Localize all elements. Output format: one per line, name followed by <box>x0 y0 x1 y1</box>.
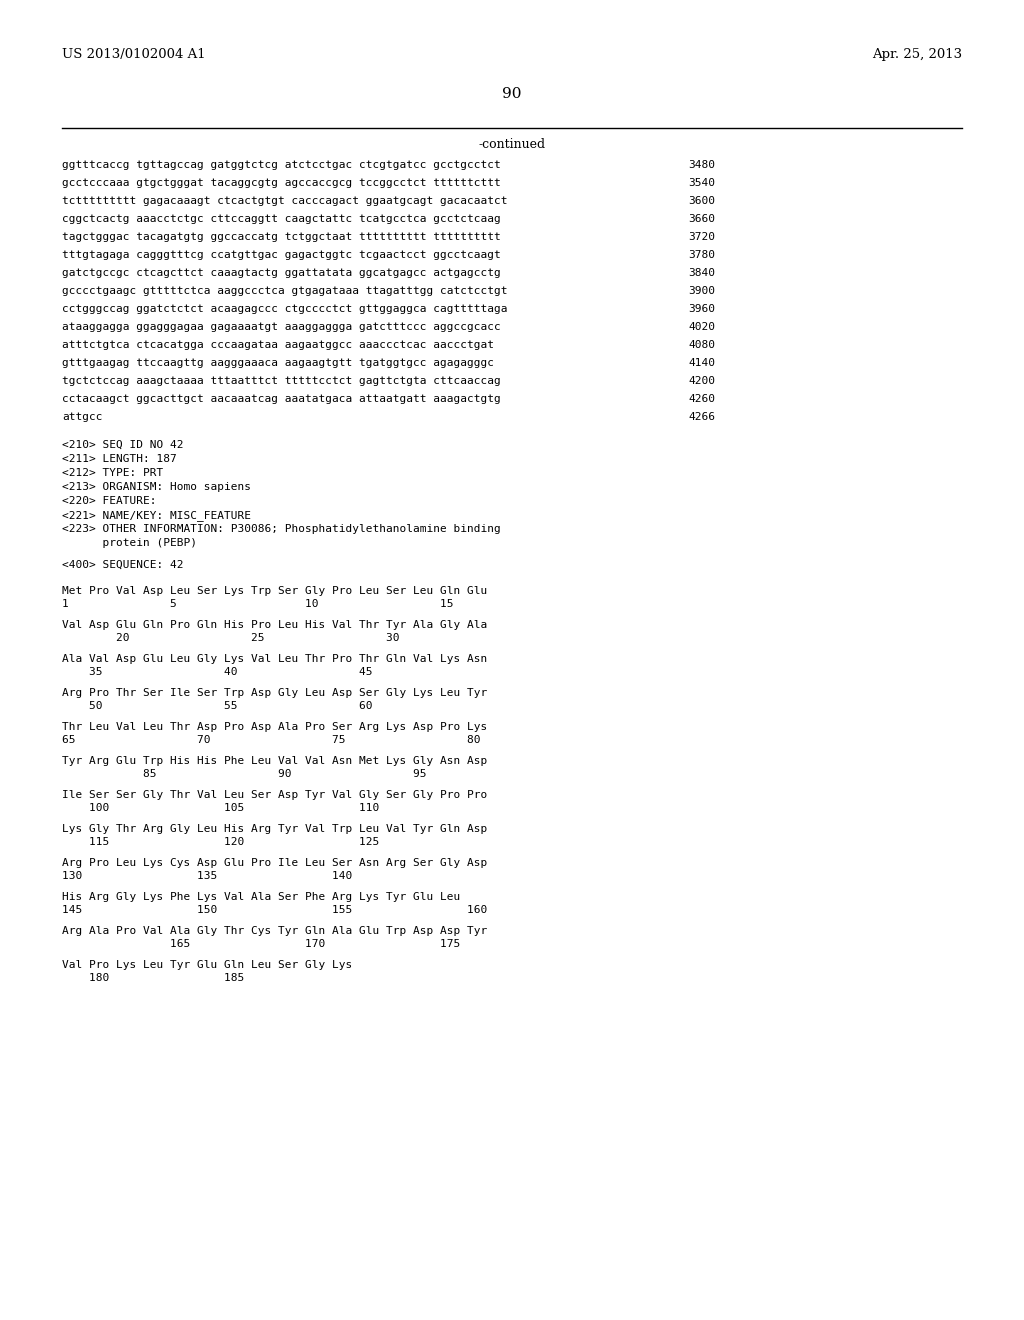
Text: 90: 90 <box>502 87 522 102</box>
Text: <221> NAME/KEY: MISC_FEATURE: <221> NAME/KEY: MISC_FEATURE <box>62 510 251 521</box>
Text: His Arg Gly Lys Phe Lys Val Ala Ser Phe Arg Lys Tyr Glu Leu: His Arg Gly Lys Phe Lys Val Ala Ser Phe … <box>62 892 460 902</box>
Text: <223> OTHER INFORMATION: P30086; Phosphatidylethanolamine binding: <223> OTHER INFORMATION: P30086; Phospha… <box>62 524 501 535</box>
Text: 3720: 3720 <box>688 232 715 242</box>
Text: tttgtagaga cagggtttcg ccatgttgac gagactggtc tcgaactcct ggcctcaagt: tttgtagaga cagggtttcg ccatgttgac gagactg… <box>62 249 501 260</box>
Text: 100                 105                 110: 100 105 110 <box>62 803 379 813</box>
Text: 130                 135                 140: 130 135 140 <box>62 871 352 880</box>
Text: Arg Pro Thr Ser Ile Ser Trp Asp Gly Leu Asp Ser Gly Lys Leu Tyr: Arg Pro Thr Ser Ile Ser Trp Asp Gly Leu … <box>62 688 487 698</box>
Text: cctacaagct ggcacttgct aacaaatcag aaatatgaca attaatgatt aaagactgtg: cctacaagct ggcacttgct aacaaatcag aaatatg… <box>62 393 501 404</box>
Text: <211> LENGTH: 187: <211> LENGTH: 187 <box>62 454 177 465</box>
Text: Val Pro Lys Leu Tyr Glu Gln Leu Ser Gly Lys: Val Pro Lys Leu Tyr Glu Gln Leu Ser Gly … <box>62 960 352 970</box>
Text: 4266: 4266 <box>688 412 715 422</box>
Text: 3960: 3960 <box>688 304 715 314</box>
Text: Tyr Arg Glu Trp His His Phe Leu Val Val Asn Met Lys Gly Asn Asp: Tyr Arg Glu Trp His His Phe Leu Val Val … <box>62 756 487 766</box>
Text: attgcc: attgcc <box>62 412 102 422</box>
Text: Thr Leu Val Leu Thr Asp Pro Asp Ala Pro Ser Arg Lys Asp Pro Lys: Thr Leu Val Leu Thr Asp Pro Asp Ala Pro … <box>62 722 487 733</box>
Text: atttctgtca ctcacatgga cccaagataa aagaatggcc aaaccctcac aaccctgat: atttctgtca ctcacatgga cccaagataa aagaatg… <box>62 341 494 350</box>
Text: Ala Val Asp Glu Leu Gly Lys Val Leu Thr Pro Thr Gln Val Lys Asn: Ala Val Asp Glu Leu Gly Lys Val Leu Thr … <box>62 653 487 664</box>
Text: 3600: 3600 <box>688 195 715 206</box>
Text: gcccctgaagc gtttttctca aaggccctca gtgagataaa ttagatttgg catctcctgt: gcccctgaagc gtttttctca aaggccctca gtgaga… <box>62 286 508 296</box>
Text: ataaggagga ggagggagaa gagaaaatgt aaaggaggga gatctttccc aggccgcacc: ataaggagga ggagggagaa gagaaaatgt aaaggag… <box>62 322 501 333</box>
Text: Met Pro Val Asp Leu Ser Lys Trp Ser Gly Pro Leu Ser Leu Gln Glu: Met Pro Val Asp Leu Ser Lys Trp Ser Gly … <box>62 586 487 597</box>
Text: 3660: 3660 <box>688 214 715 224</box>
Text: cggctcactg aaacctctgc cttccaggtt caagctattc tcatgcctca gcctctcaag: cggctcactg aaacctctgc cttccaggtt caagcta… <box>62 214 501 224</box>
Text: 50                  55                  60: 50 55 60 <box>62 701 373 711</box>
Text: tcttttttttt gagacaaagt ctcactgtgt cacccagact ggaatgcagt gacacaatct: tcttttttttt gagacaaagt ctcactgtgt caccca… <box>62 195 508 206</box>
Text: 35                  40                  45: 35 40 45 <box>62 667 373 677</box>
Text: Arg Pro Leu Lys Cys Asp Glu Pro Ile Leu Ser Asn Arg Ser Gly Asp: Arg Pro Leu Lys Cys Asp Glu Pro Ile Leu … <box>62 858 487 869</box>
Text: Apr. 25, 2013: Apr. 25, 2013 <box>871 48 962 61</box>
Text: 165                 170                 175: 165 170 175 <box>62 939 460 949</box>
Text: 3540: 3540 <box>688 178 715 187</box>
Text: 180                 185: 180 185 <box>62 973 245 983</box>
Text: 85                  90                  95: 85 90 95 <box>62 770 427 779</box>
Text: ggtttcaccg tgttagccag gatggtctcg atctcctgac ctcgtgatcc gcctgcctct: ggtttcaccg tgttagccag gatggtctcg atctcct… <box>62 160 501 170</box>
Text: 20                  25                  30: 20 25 30 <box>62 634 399 643</box>
Text: 3900: 3900 <box>688 286 715 296</box>
Text: -continued: -continued <box>478 139 546 150</box>
Text: cctgggccag ggatctctct acaagagccc ctgcccctct gttggaggca cagtttttaga: cctgggccag ggatctctct acaagagccc ctgcccc… <box>62 304 508 314</box>
Text: <400> SEQUENCE: 42: <400> SEQUENCE: 42 <box>62 560 183 570</box>
Text: 3780: 3780 <box>688 249 715 260</box>
Text: gcctcccaaa gtgctgggat tacaggcgtg agccaccgcg tccggcctct ttttttcttt: gcctcccaaa gtgctgggat tacaggcgtg agccacc… <box>62 178 501 187</box>
Text: protein (PEBP): protein (PEBP) <box>62 539 197 548</box>
Text: 145                 150                 155                 160: 145 150 155 160 <box>62 906 487 915</box>
Text: Lys Gly Thr Arg Gly Leu His Arg Tyr Val Trp Leu Val Tyr Gln Asp: Lys Gly Thr Arg Gly Leu His Arg Tyr Val … <box>62 824 487 834</box>
Text: 4140: 4140 <box>688 358 715 368</box>
Text: 3480: 3480 <box>688 160 715 170</box>
Text: US 2013/0102004 A1: US 2013/0102004 A1 <box>62 48 206 61</box>
Text: Val Asp Glu Gln Pro Gln His Pro Leu His Val Thr Tyr Ala Gly Ala: Val Asp Glu Gln Pro Gln His Pro Leu His … <box>62 620 487 630</box>
Text: 1               5                   10                  15: 1 5 10 15 <box>62 599 454 609</box>
Text: 65                  70                  75                  80: 65 70 75 80 <box>62 735 480 744</box>
Text: tagctgggac tacagatgtg ggccaccatg tctggctaat tttttttttt tttttttttt: tagctgggac tacagatgtg ggccaccatg tctggct… <box>62 232 501 242</box>
Text: Arg Ala Pro Val Ala Gly Thr Cys Tyr Gln Ala Glu Trp Asp Asp Tyr: Arg Ala Pro Val Ala Gly Thr Cys Tyr Gln … <box>62 927 487 936</box>
Text: <212> TYPE: PRT: <212> TYPE: PRT <box>62 469 163 478</box>
Text: <210> SEQ ID NO 42: <210> SEQ ID NO 42 <box>62 440 183 450</box>
Text: <213> ORGANISM: Homo sapiens: <213> ORGANISM: Homo sapiens <box>62 482 251 492</box>
Text: <220> FEATURE:: <220> FEATURE: <box>62 496 157 506</box>
Text: 4260: 4260 <box>688 393 715 404</box>
Text: 4200: 4200 <box>688 376 715 385</box>
Text: tgctctccag aaagctaaaa tttaatttct tttttcctct gagttctgta cttcaaccag: tgctctccag aaagctaaaa tttaatttct tttttcc… <box>62 376 501 385</box>
Text: gatctgccgc ctcagcttct caaagtactg ggattatata ggcatgagcc actgagcctg: gatctgccgc ctcagcttct caaagtactg ggattat… <box>62 268 501 279</box>
Text: 3840: 3840 <box>688 268 715 279</box>
Text: 115                 120                 125: 115 120 125 <box>62 837 379 847</box>
Text: 4080: 4080 <box>688 341 715 350</box>
Text: gtttgaagag ttccaagttg aagggaaaca aagaagtgtt tgatggtgcc agagagggc: gtttgaagag ttccaagttg aagggaaaca aagaagt… <box>62 358 494 368</box>
Text: 4020: 4020 <box>688 322 715 333</box>
Text: Ile Ser Ser Gly Thr Val Leu Ser Asp Tyr Val Gly Ser Gly Pro Pro: Ile Ser Ser Gly Thr Val Leu Ser Asp Tyr … <box>62 789 487 800</box>
